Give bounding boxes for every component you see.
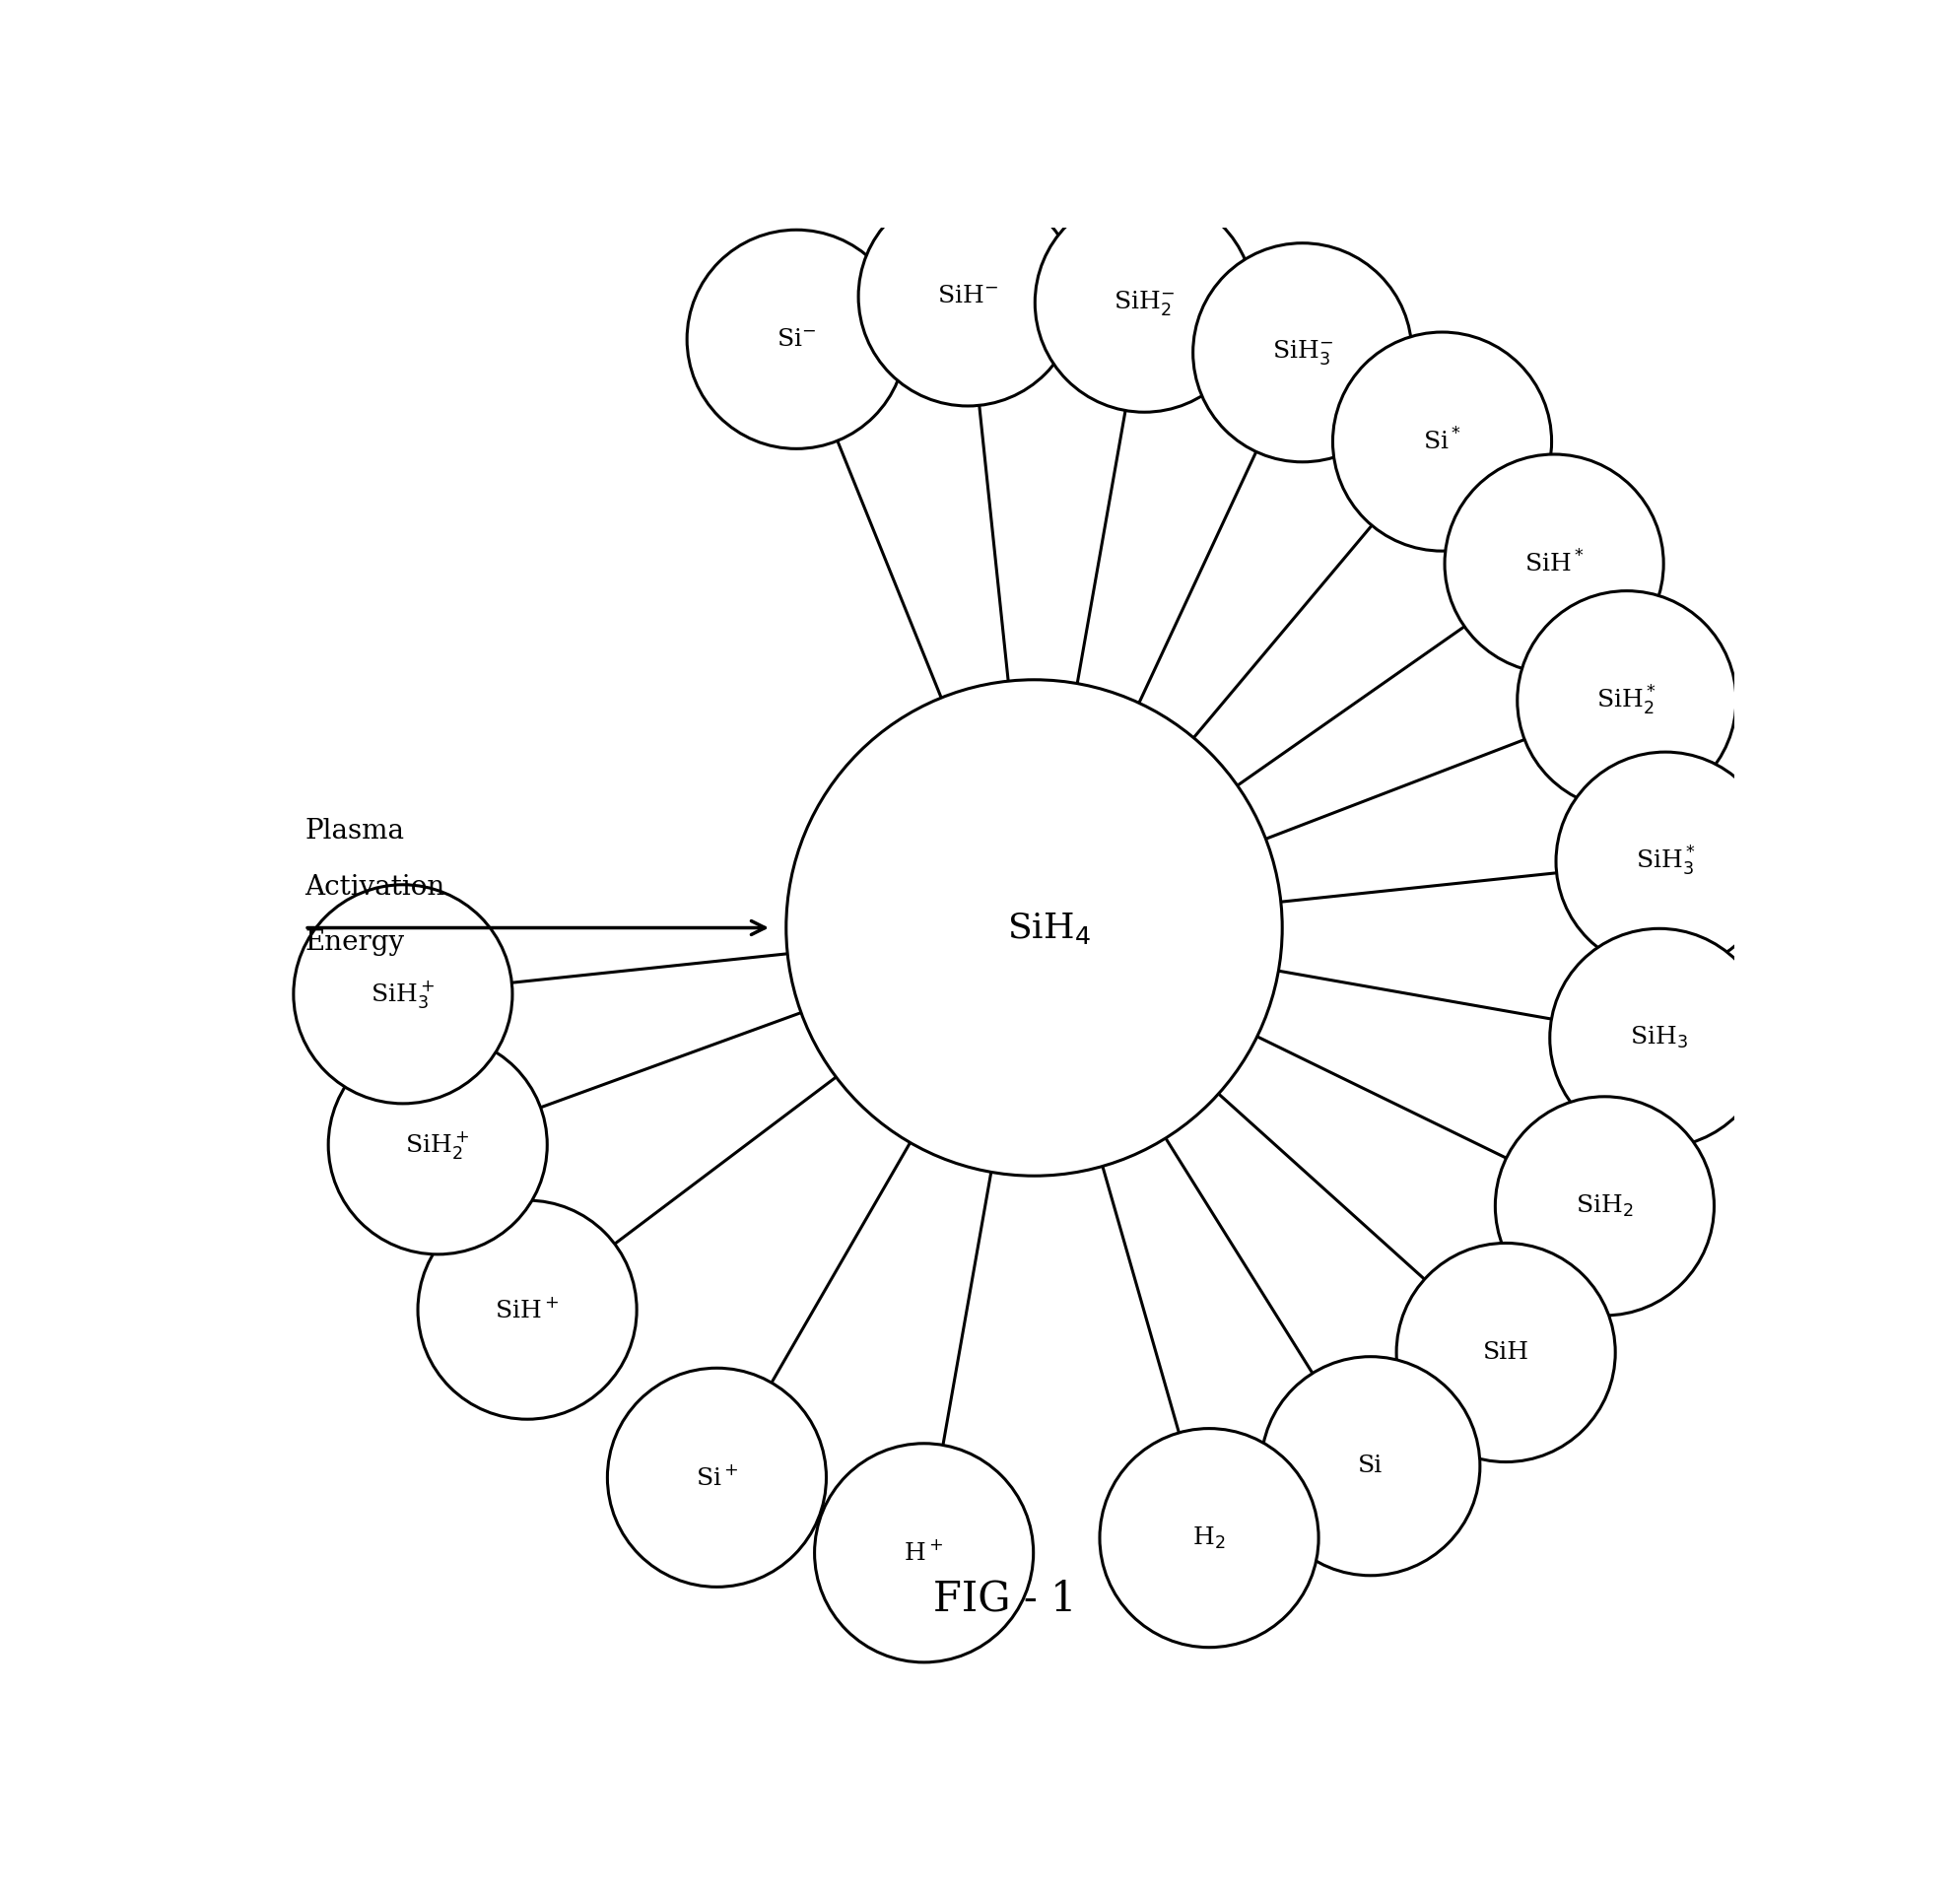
Text: Si: Si [1358, 1455, 1382, 1478]
Text: H$^+$: H$^+$ [904, 1541, 943, 1565]
Text: SiH$_2^{-}$: SiH$_2^{-}$ [1113, 288, 1174, 316]
Circle shape [1445, 455, 1662, 673]
Text: SiH$_3^+$: SiH$_3^+$ [370, 978, 435, 1010]
Circle shape [1192, 243, 1411, 462]
Text: Energy: Energy [304, 929, 404, 955]
Text: Si$^{-}$: Si$^{-}$ [776, 328, 815, 351]
Circle shape [858, 188, 1076, 406]
Circle shape [1554, 752, 1774, 970]
Text: FIG - 1: FIG - 1 [933, 1579, 1076, 1620]
Text: SiH$_3^{-}$: SiH$_3^{-}$ [1272, 337, 1333, 368]
Circle shape [1260, 1357, 1480, 1575]
Text: SiH$^*$: SiH$^*$ [1523, 550, 1584, 578]
Text: Si$^+$: Si$^+$ [696, 1465, 739, 1489]
Text: SiH: SiH [1482, 1342, 1529, 1364]
Text: SiH$_2$: SiH$_2$ [1576, 1194, 1633, 1218]
Circle shape [813, 1444, 1033, 1662]
Circle shape [1035, 193, 1252, 411]
Text: Si$^*$: Si$^*$ [1423, 428, 1460, 455]
Circle shape [608, 1368, 825, 1586]
Circle shape [327, 1035, 547, 1254]
Text: H$_2$: H$_2$ [1192, 1525, 1225, 1550]
Text: SiH$_2^+$: SiH$_2^+$ [406, 1129, 470, 1160]
Text: Activation: Activation [304, 874, 445, 900]
Circle shape [1548, 929, 1768, 1148]
Text: SiH$_3^*$: SiH$_3^*$ [1635, 845, 1695, 877]
Text: Plasma: Plasma [304, 819, 404, 845]
Circle shape [417, 1200, 637, 1419]
Text: SiH$_2^*$: SiH$_2^*$ [1595, 684, 1656, 716]
Text: SiH$_4$: SiH$_4$ [1007, 910, 1090, 946]
Circle shape [686, 229, 906, 449]
Circle shape [1333, 332, 1550, 551]
Text: SiH$^{-}$: SiH$^{-}$ [937, 286, 998, 307]
Circle shape [294, 885, 512, 1103]
Circle shape [1517, 591, 1735, 809]
Circle shape [1494, 1097, 1713, 1315]
Circle shape [786, 680, 1282, 1175]
Text: SiH$_3$: SiH$_3$ [1629, 1025, 1688, 1052]
Text: SiH$^+$: SiH$^+$ [494, 1298, 559, 1323]
Circle shape [1396, 1243, 1615, 1461]
Circle shape [1100, 1429, 1317, 1647]
